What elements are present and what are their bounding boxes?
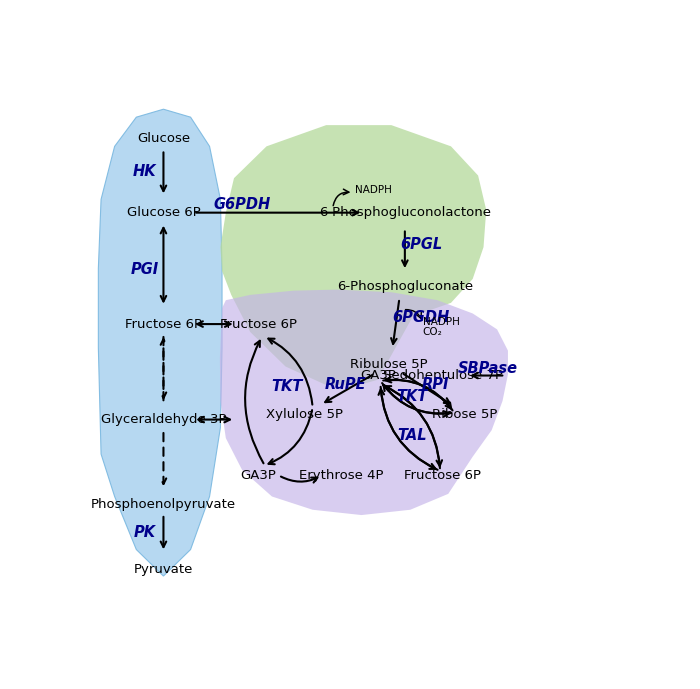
Polygon shape: [220, 125, 486, 385]
Text: Ribose 5P: Ribose 5P: [432, 408, 497, 421]
Text: Phosphoenolpyruvate: Phosphoenolpyruvate: [91, 498, 236, 511]
Text: Glucose: Glucose: [137, 132, 190, 145]
Text: TAL: TAL: [397, 428, 427, 443]
Polygon shape: [98, 109, 222, 576]
Text: Fructose 6P: Fructose 6P: [220, 318, 297, 331]
Text: RuPE: RuPE: [324, 376, 366, 391]
Polygon shape: [220, 289, 508, 515]
Text: 6PGDH: 6PGDH: [393, 309, 450, 325]
Text: Fructose 6P: Fructose 6P: [125, 318, 202, 331]
Text: PGI: PGI: [130, 262, 159, 277]
Text: 6-Phosphogluconate: 6-Phosphogluconate: [337, 280, 473, 294]
Text: Erythrose 4P: Erythrose 4P: [299, 469, 384, 482]
Text: Pyruvate: Pyruvate: [134, 563, 193, 576]
Text: GA3P: GA3P: [241, 469, 276, 482]
Text: 6-Phosphogluconolactone: 6-Phosphogluconolactone: [319, 206, 491, 219]
Text: Ribulose 5P: Ribulose 5P: [350, 358, 428, 371]
Text: NADPH: NADPH: [423, 318, 460, 327]
Text: G6PDH: G6PDH: [214, 197, 271, 212]
Text: Sedoheptulose 7P: Sedoheptulose 7P: [383, 369, 503, 382]
Text: TKT: TKT: [396, 389, 428, 404]
Text: Glyceraldehyde 3P: Glyceraldehyde 3P: [101, 413, 226, 426]
Text: Fructose 6P: Fructose 6P: [405, 469, 482, 482]
Text: Xylulose 5P: Xylulose 5P: [266, 408, 343, 421]
Text: NADPH: NADPH: [355, 185, 392, 195]
Text: HK: HK: [133, 164, 156, 179]
Text: RPI: RPI: [421, 376, 449, 391]
Text: TKT: TKT: [272, 379, 303, 393]
Text: 6PGL: 6PGL: [400, 237, 442, 252]
Text: CO₂: CO₂: [423, 327, 442, 337]
Text: GA3P: GA3P: [360, 369, 395, 382]
Text: SBPase: SBPase: [458, 360, 518, 376]
Text: Glucose 6P: Glucose 6P: [127, 206, 200, 219]
Text: PK: PK: [134, 525, 155, 540]
